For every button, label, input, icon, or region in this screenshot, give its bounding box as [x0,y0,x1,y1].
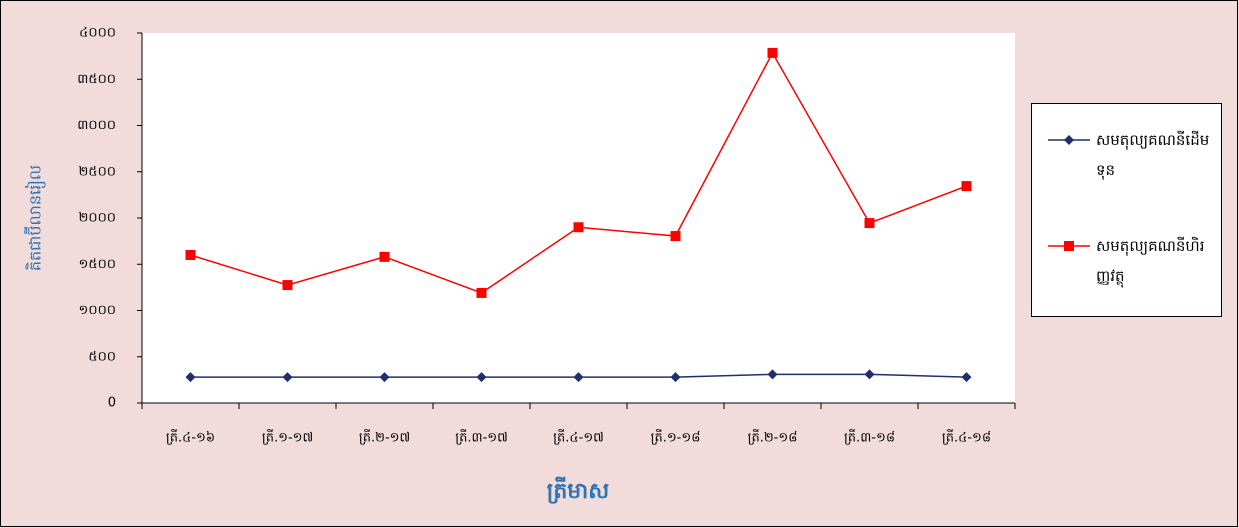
plot-area [142,33,1015,403]
marker [573,372,584,383]
x-axis-title: ត្រីមាស [547,476,609,504]
y-tick-label: ៤០០០ [79,26,116,41]
marker [864,218,875,229]
y-tick-label: ៣០០០ [77,118,116,133]
marker [282,280,293,291]
x-tick-label: ត្រី.៣-១៧ [455,429,508,446]
y-tick-label: ៣៥០០ [77,72,116,87]
legend-entry: សមតុល្យគណនីដើមទុន [1096,131,1210,179]
marker [573,222,584,233]
marker [185,372,196,383]
y-tick-label: ២៥០០ [79,164,116,179]
y-tick-label: ៥០០ [88,349,116,364]
y-tick-label: ១៥០០ [79,257,116,272]
marker [476,287,487,298]
marker [670,372,681,383]
marker [864,369,875,380]
legend-label: សមតុល្យគណនីដើមទុន [1096,131,1210,179]
marker [1064,135,1074,145]
x-tick-label: ត្រី.២-១៨ [748,429,798,446]
marker [476,372,487,383]
x-tick-label: ត្រី.៣-១៨ [844,429,895,446]
legend-label: សមតុល្យគណនីហិរញ្ញវត្ថុ [1096,237,1205,285]
marker [185,250,196,260]
marker [961,181,972,192]
marker [670,231,681,242]
marker [961,372,972,383]
y-tick-label: 0 [108,396,116,411]
x-tick-label: ត្រី.៤-១៨ [942,429,991,446]
x-tick-label: ត្រី.១-១៧ [262,429,313,446]
marker [767,47,778,58]
x-tick-label: ត្រី.៤-១៧ [553,429,604,446]
x-tick-label: ត្រី.១-១៨ [651,429,701,446]
x-tick-label: ត្រី.៤-១៦ [166,429,215,446]
y-axis-title: គិតជាប៊ីលានរៀល [24,165,47,271]
marker [379,372,390,383]
marker [282,372,293,383]
legend-entry: សមតុល្យគណនីហិរញ្ញវត្ថុ [1096,237,1205,285]
y-tick-label: ២០០០ [79,211,116,226]
marker [379,251,390,262]
y-tick-label: ១០០០ [79,303,116,318]
x-tick-label: ត្រី.២-១៧ [359,429,410,446]
marker [767,369,778,380]
legend-box [1031,103,1222,317]
marker [1064,241,1074,251]
